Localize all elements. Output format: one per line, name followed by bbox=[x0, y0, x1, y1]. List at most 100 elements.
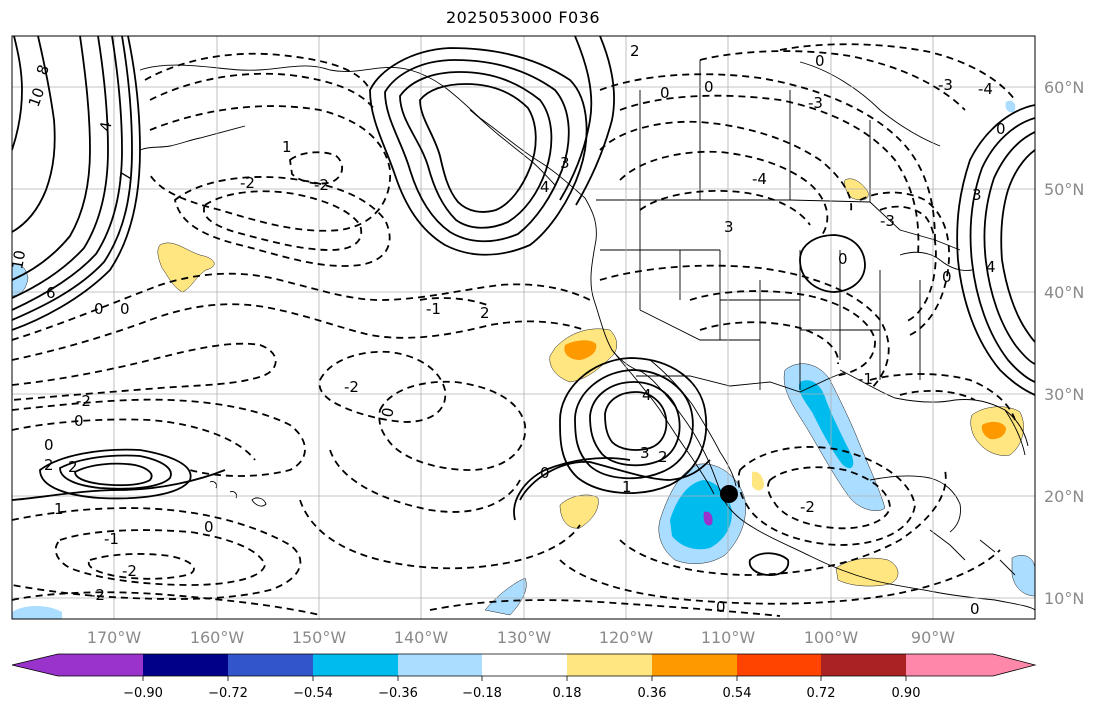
negative-contour-line bbox=[859, 191, 950, 336]
lon-tick-label: 110°W bbox=[701, 628, 756, 647]
colorbar-segment bbox=[482, 654, 567, 676]
canada-province-borders bbox=[639, 60, 871, 202]
positive-contour-line bbox=[12, 36, 141, 331]
contour-label: 0 bbox=[94, 300, 104, 318]
positive-contour-line bbox=[575, 36, 615, 206]
negative-contour-line bbox=[54, 529, 266, 586]
contour-label: -2 bbox=[76, 392, 91, 410]
contour-label: -4 bbox=[752, 170, 767, 188]
latitude-axis: 60°N 50°N 40°N 30°N 20°N 10°N bbox=[1044, 78, 1084, 608]
contour-label: 2 bbox=[480, 304, 490, 322]
positive-anomaly-patch bbox=[835, 557, 899, 587]
contour-label: -2 bbox=[240, 174, 255, 192]
contour-label: 7 bbox=[116, 170, 135, 183]
lat-tick-label: 50°N bbox=[1044, 180, 1084, 199]
positive-contour-line bbox=[559, 357, 708, 494]
negative-contour-line bbox=[619, 94, 920, 256]
negative-contour-line bbox=[899, 390, 976, 401]
negative-anomaly-patch bbox=[484, 577, 527, 616]
contour-label: 6 bbox=[46, 284, 56, 302]
positive-contour-line bbox=[519, 459, 711, 501]
contour-label: 0 bbox=[204, 518, 214, 536]
lon-tick-label: 90°W bbox=[911, 628, 955, 647]
lat-tick-label: 10°N bbox=[1044, 589, 1084, 608]
colorbar-outline bbox=[11, 653, 1037, 677]
contour-label: -2 bbox=[800, 498, 815, 516]
positive-anomaly-patch bbox=[157, 242, 215, 293]
positive-anomaly-patch bbox=[981, 421, 1006, 440]
central-america-borders bbox=[929, 529, 1016, 576]
negative-contour-line bbox=[599, 120, 853, 216]
positive-contour-line bbox=[983, 131, 1035, 365]
contour-label: 10 bbox=[8, 249, 29, 271]
colorbar-tick-label: −0.72 bbox=[208, 686, 248, 701]
contour-label: 2 bbox=[630, 42, 640, 60]
negative-contour-line bbox=[144, 52, 371, 91]
negative-contour-line bbox=[289, 151, 344, 185]
negative-contour-line bbox=[318, 350, 447, 423]
contour-label: 3 bbox=[972, 186, 982, 204]
positive-contour-layer bbox=[12, 36, 1035, 576]
positive-contour-line bbox=[74, 462, 153, 487]
lon-tick-label: 160°W bbox=[190, 628, 245, 647]
colorbar-segment bbox=[12, 654, 143, 676]
contour-label: 2 bbox=[44, 456, 54, 474]
colorbar-segment bbox=[906, 654, 1035, 676]
colorbar-segment bbox=[398, 654, 482, 676]
contour-label: -1 bbox=[858, 370, 873, 388]
positive-contour-line bbox=[748, 552, 790, 576]
contour-label: -2 bbox=[344, 378, 359, 396]
lat-tick-label: 30°N bbox=[1044, 385, 1084, 404]
positive-contour-line bbox=[419, 83, 537, 213]
alaska-panhandle-islands bbox=[469, 109, 557, 187]
contour-label: 0 bbox=[74, 412, 84, 430]
map-title: 2025053000 F036 bbox=[445, 8, 601, 27]
contour-label: 2 bbox=[68, 458, 78, 476]
contour-label: 4 bbox=[642, 386, 652, 404]
negative-contour-line bbox=[12, 418, 256, 461]
contour-label: 4 bbox=[540, 178, 550, 196]
positive-contour-line bbox=[604, 391, 668, 451]
negative-contour-line bbox=[12, 342, 277, 401]
contour-label: 4 bbox=[986, 258, 996, 276]
positive-contour-line bbox=[12, 36, 56, 233]
colorbar-segments bbox=[12, 654, 1035, 676]
negative-anomaly-patch bbox=[670, 480, 732, 550]
negative-anomaly-patch bbox=[12, 606, 62, 619]
negative-anomaly-patch bbox=[1011, 555, 1035, 597]
positive-anomaly-patch bbox=[752, 471, 764, 491]
contour-label: 4 bbox=[96, 120, 115, 133]
contour-label: 1 bbox=[54, 500, 64, 518]
contour-label: -2 bbox=[90, 586, 105, 604]
storm-center-marker bbox=[720, 485, 738, 503]
contour-label: -1 bbox=[104, 530, 119, 548]
positive-contour-line bbox=[559, 36, 593, 201]
great-lakes-outline bbox=[899, 251, 973, 271]
contour-label: 0 bbox=[716, 598, 726, 616]
contour-label: -2 bbox=[314, 176, 329, 194]
contour-label: 0 bbox=[838, 250, 848, 268]
contour-label: 0 bbox=[704, 78, 714, 96]
negative-contour-line bbox=[203, 190, 363, 251]
colorbar-ticks bbox=[142, 676, 907, 681]
hawaii-islands bbox=[209, 481, 267, 507]
negative-anomaly-patch bbox=[798, 380, 854, 469]
contour-label: 0 bbox=[378, 406, 397, 419]
colorbar-segment bbox=[737, 654, 821, 676]
positive-contour-line bbox=[399, 71, 553, 229]
yucatan-coastline bbox=[869, 475, 961, 533]
negative-contour-line bbox=[619, 469, 947, 576]
contour-label: -2 bbox=[122, 562, 137, 580]
us-mexico-border bbox=[636, 371, 846, 393]
contour-label-layer: 8 10 4 2 1 0 0 0 -2 -2 -3 -3 -4 -4 3 3 4… bbox=[8, 42, 1006, 618]
positive-contour-line bbox=[59, 454, 172, 490]
map-frame-border bbox=[11, 35, 1036, 620]
florida-coastline bbox=[1004, 409, 1026, 456]
lon-tick-label: 100°W bbox=[804, 628, 859, 647]
contour-label: 0 bbox=[815, 52, 825, 70]
lat-tick-label: 40°N bbox=[1044, 283, 1084, 302]
colorbar-segment bbox=[313, 654, 398, 676]
aleutian-islands bbox=[139, 125, 246, 151]
positive-contour-line bbox=[1000, 149, 1035, 343]
